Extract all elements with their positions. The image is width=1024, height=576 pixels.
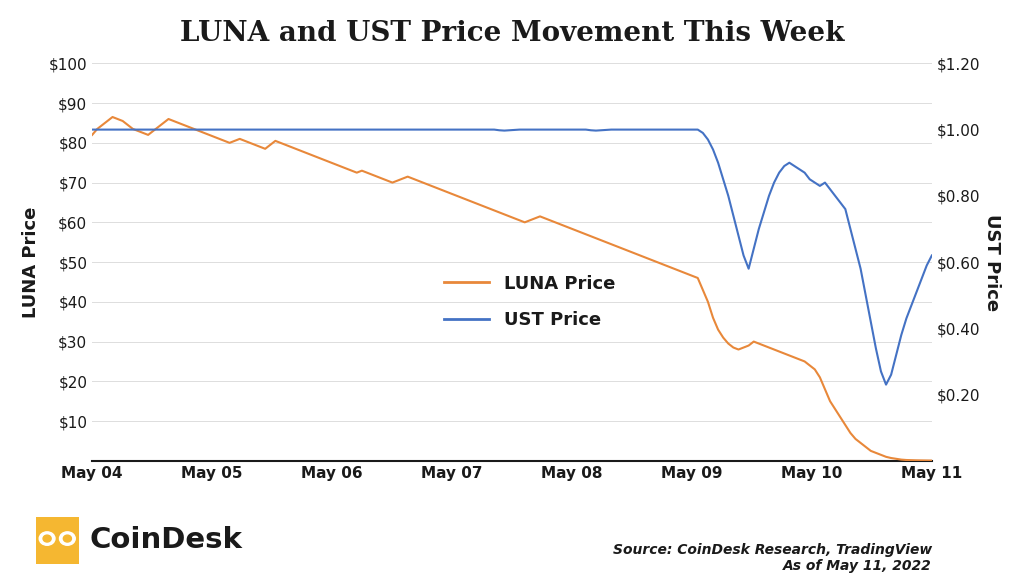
Text: Source: CoinDesk Research, TradingView
As of May 11, 2022: Source: CoinDesk Research, TradingView A… — [612, 543, 932, 573]
Text: CoinDesk: CoinDesk — [90, 526, 243, 555]
Y-axis label: UST Price: UST Price — [983, 214, 1001, 310]
Circle shape — [39, 532, 55, 545]
Legend: LUNA Price, UST Price: LUNA Price, UST Price — [437, 268, 623, 336]
Circle shape — [63, 535, 72, 542]
Circle shape — [59, 532, 76, 545]
Circle shape — [43, 535, 51, 542]
Y-axis label: LUNA Price: LUNA Price — [23, 206, 40, 318]
FancyBboxPatch shape — [36, 517, 79, 563]
Text: LUNA and UST Price Movement This Week: LUNA and UST Price Movement This Week — [180, 20, 844, 47]
